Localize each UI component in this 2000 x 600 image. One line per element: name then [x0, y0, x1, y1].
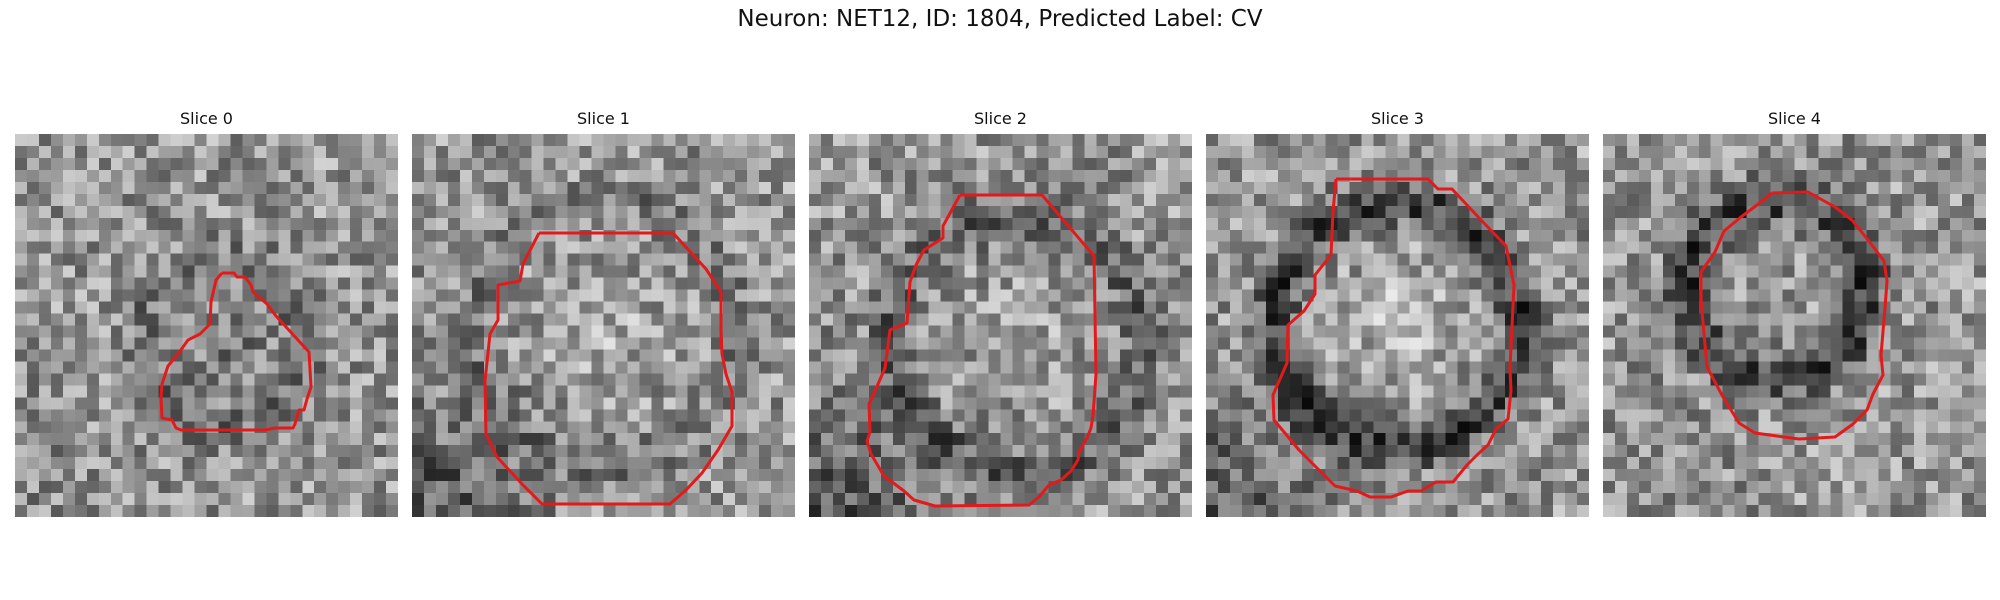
slice-svg-1: [483, 231, 734, 506]
slice-image-1: [412, 134, 795, 517]
figure-title: Neuron: NET12, ID: 1804, Predicted Label…: [737, 6, 1263, 32]
slice-title-2: Slice 2: [974, 109, 1027, 128]
slice-panel-1: Slice 1: [412, 108, 795, 517]
slice-svg-3: [1271, 177, 1516, 499]
slice-title-0: Slice 0: [180, 109, 233, 128]
contour-outline-2: [865, 193, 1098, 508]
contour-outline-1: [483, 231, 734, 506]
contour-outline-4: [1699, 190, 1889, 441]
slice-title-4: Slice 4: [1768, 109, 1821, 128]
slice-pixels-4: [1603, 134, 1986, 517]
slice-svg-4: [1699, 190, 1889, 441]
slice-panel-2: Slice 2: [809, 108, 1192, 517]
contour-outline-3: [1271, 177, 1516, 499]
slice-pixels-2: [809, 134, 1192, 517]
slice-panel-0: Slice 0: [15, 108, 398, 517]
slice-image-2: [809, 134, 1192, 517]
slice-pixels-1: [412, 134, 795, 517]
slice-title-1: Slice 1: [577, 109, 630, 128]
slice-panel-4: Slice 4: [1603, 108, 1986, 517]
slice-title-3: Slice 3: [1371, 109, 1424, 128]
slice-pixels-3: [1206, 134, 1589, 517]
slice-panel-3: Slice 3: [1206, 108, 1589, 517]
slice-svg-2: [865, 193, 1098, 508]
slice-image-4: [1603, 134, 1986, 517]
slice-image-3: [1206, 134, 1589, 517]
slice-svg-0: [159, 271, 313, 432]
contour-outline-0: [159, 271, 313, 432]
slice-image-0: [15, 134, 398, 517]
